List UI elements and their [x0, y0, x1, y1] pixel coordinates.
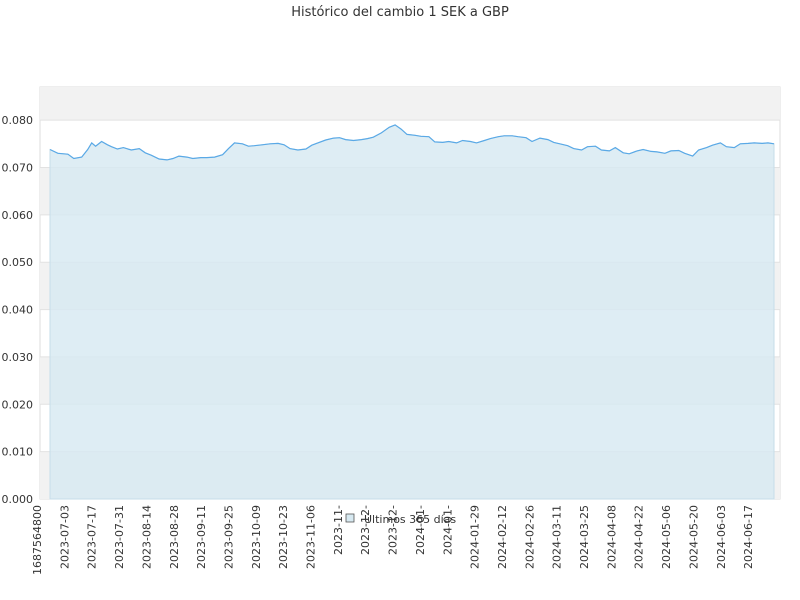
x-tick-label: 2023-11-06 [305, 505, 318, 569]
y-tick-label: 0.020 [2, 398, 34, 411]
legend-label-ultimos-365-dias[interactable]: Últimos 365 días [364, 513, 456, 526]
chart-title: Histórico del cambio 1 SEK a GBP [291, 5, 509, 20]
y-tick-label: 0.040 [2, 304, 34, 317]
x-tick-label: 1687564800 [31, 505, 44, 575]
x-tick-label: 2024-03-25 [578, 505, 591, 569]
x-tick-label: 2023-08-28 [168, 505, 181, 569]
y-axis-ticks: 0.000 0.010 0.020 0.030 0.040 0.050 0.060 0.070… [2, 114, 34, 506]
series-layer [49, 124, 775, 500]
x-tick-label: 2023-11- [332, 505, 345, 555]
x-tick-label: 2023-12- [359, 505, 372, 555]
series-area [49, 124, 775, 500]
y-tick-label: 0.050 [2, 256, 34, 269]
x-tick-label: 2024-01- [414, 505, 427, 555]
x-tick-label: 2023-07-31 [113, 505, 126, 569]
x-tick-label: 2023-12- [387, 505, 400, 555]
x-tick-label: 2024-01-29 [469, 505, 482, 569]
x-tick-label: 2023-07-03 [58, 505, 71, 569]
legend[interactable]: Últimos 365 días [345, 513, 456, 526]
x-tick-label: 2024-01- [441, 505, 454, 555]
y-tick-label: 0.000 [2, 493, 34, 506]
x-tick-label: 2023-07-17 [86, 505, 99, 569]
series-line [49, 124, 775, 161]
x-tick-label: 2023-10-09 [250, 505, 263, 569]
y-tick-label: 0.060 [2, 209, 34, 222]
x-tick-label: 2023-10-23 [277, 505, 290, 569]
y-tick-label: 0.010 [2, 446, 34, 459]
x-tick-label: 2024-05-20 [687, 505, 700, 569]
x-tick-label: 2023-08-14 [140, 505, 153, 569]
y-tick-label: 0.080 [2, 114, 34, 127]
x-tick-label: 2024-04-08 [605, 505, 618, 569]
y-tick-label: 0.070 [2, 162, 34, 175]
x-tick-label: 2024-06-17 [742, 505, 755, 569]
legend-swatch[interactable] [345, 513, 355, 523]
x-tick-label: 2024-03-11 [551, 505, 564, 569]
x-tick-label: 2024-06-03 [715, 505, 728, 569]
x-tick-label: 2024-02-26 [523, 505, 536, 569]
grid-band [40, 87, 780, 121]
x-tick-label: 2024-05-06 [660, 505, 673, 569]
x-tick-label: 2023-09-11 [195, 505, 208, 569]
x-tick-label: 2024-04-22 [633, 505, 646, 569]
x-tick-label: 2023-09-25 [222, 505, 235, 569]
y-tick-label: 0.030 [2, 351, 34, 364]
x-axis-ticks: 1687564800 2023-07-03 2023-07-17 2023-07-31… [31, 505, 755, 575]
x-tick-label: 2024-02-12 [496, 505, 509, 569]
